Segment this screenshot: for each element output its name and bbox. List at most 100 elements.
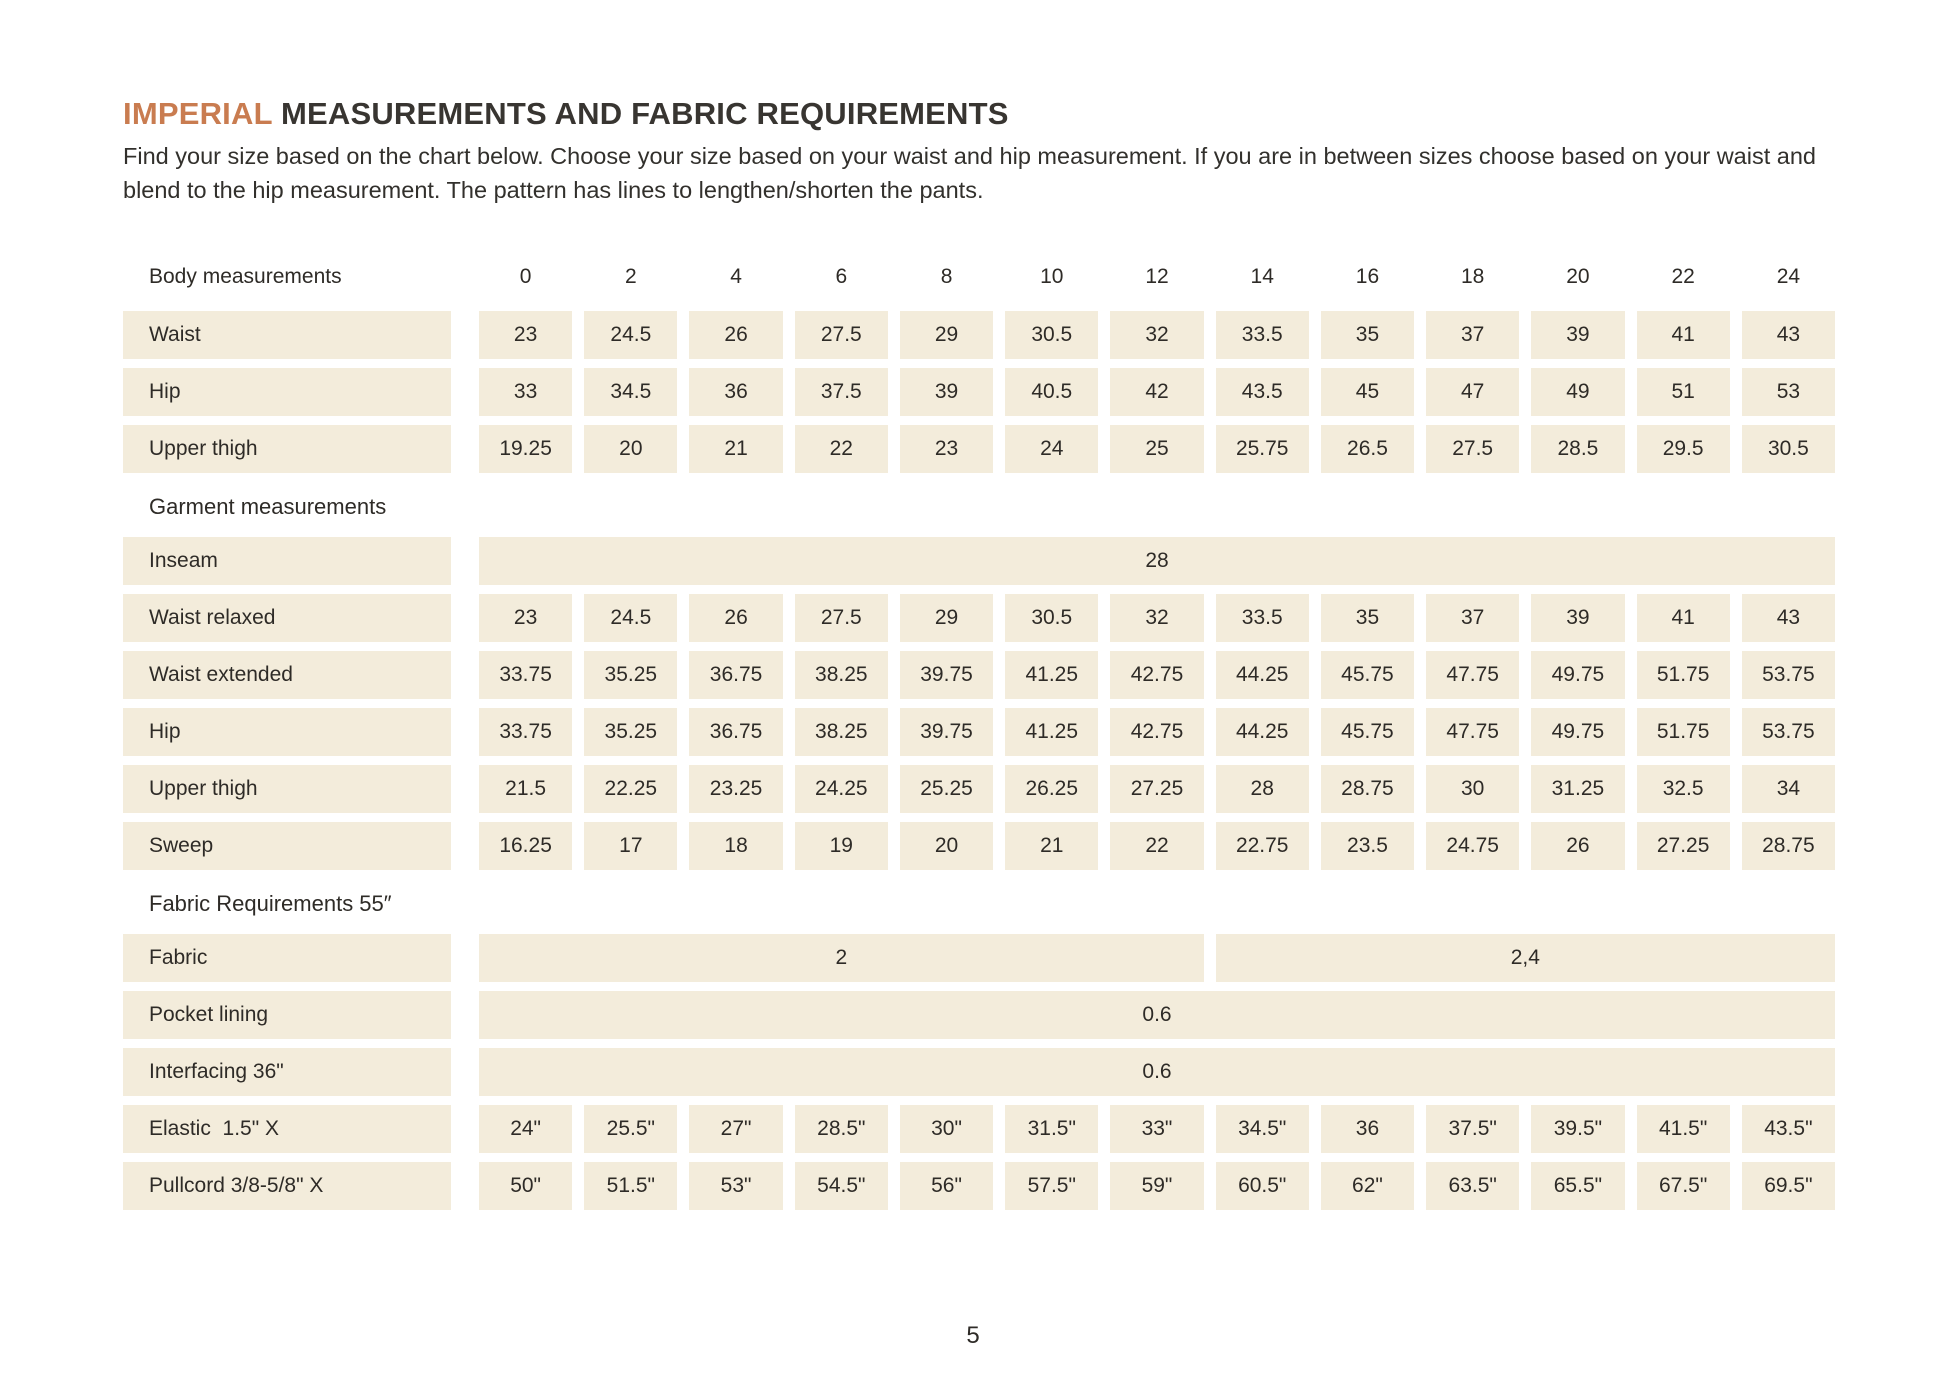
table-cell-merged: 2	[479, 934, 1204, 982]
table-cell: 25	[1110, 425, 1204, 473]
table-cell: 35.25	[584, 651, 678, 699]
table-cell: 42.75	[1110, 651, 1204, 699]
table-cell: 25.25	[899, 765, 994, 813]
table-row: Waist extended 33.75 35.25 36.75 38.25 39.75 4…	[123, 651, 1835, 699]
table-row: Upper thigh 19.25 20 21 22 23 24 25 25.75 26.5 27.…	[123, 425, 1835, 473]
table-cell-merged: 0.6	[479, 1048, 1835, 1096]
table-cell: 54.5"	[794, 1162, 888, 1210]
row-label: Upper thigh	[123, 425, 451, 473]
table-cell: 43.5	[1215, 368, 1309, 416]
table-cell: 29.5	[1636, 425, 1730, 473]
size-column-header: 0	[519, 265, 532, 288]
table-cell: 27.25	[1636, 822, 1730, 870]
size-column-header: 12	[1145, 265, 1169, 288]
table-cell: 23.25	[689, 765, 783, 813]
table-cell: 21	[1005, 822, 1099, 870]
table-cell: 31.25	[1531, 765, 1625, 813]
table-cell: 24.5	[584, 594, 678, 642]
table-cell: 37	[1426, 594, 1520, 642]
table-cell: 30.5	[1741, 425, 1835, 473]
table-cell: 51.75	[1636, 651, 1730, 699]
table-cell: 33.75	[479, 708, 573, 756]
table-cell: 22.75	[1215, 822, 1309, 870]
table-cell: 21	[689, 425, 783, 473]
table-cell: 39	[899, 368, 994, 416]
table-row: Upper thigh 21.5 22.25 23.25 24.25 25.25 26.25…	[123, 765, 1835, 813]
table-cell: 65.5"	[1531, 1162, 1625, 1210]
table-cell: 39	[1531, 311, 1625, 359]
table-cell: 32	[1110, 594, 1204, 642]
table-cell: 34.5	[584, 368, 678, 416]
table-row: Elastic 1.5" X 24" 25.5" 27" 28.5" 30" 31.5" 33…	[123, 1105, 1835, 1153]
size-column-header: 20	[1566, 265, 1590, 288]
table-cell: 51.5"	[584, 1162, 678, 1210]
table-cell: 41	[1636, 311, 1730, 359]
row-label: Hip	[123, 368, 451, 416]
intro-paragraph: Find your size based on the chart below.…	[123, 143, 1816, 203]
size-column-header: 24	[1776, 265, 1801, 288]
table-cell: 45	[1320, 368, 1415, 416]
row-label: Fabric	[123, 934, 451, 982]
table-row: Pocket lining 0.6	[123, 991, 1835, 1039]
table-cell: 28.75	[1320, 765, 1415, 813]
table-cell: 28.75	[1741, 822, 1835, 870]
table-cell: 34	[1741, 765, 1835, 813]
table-cell: 23	[479, 594, 573, 642]
table-cell: 32	[1110, 311, 1204, 359]
table-cell: 18	[689, 822, 783, 870]
size-chart-table: Body measurements 0 2 4 6 8 10 12 14 16 18 20 22 24 Wa…	[123, 255, 1835, 1210]
size-column-header: 6	[835, 265, 848, 288]
table-cell: 30	[1426, 765, 1520, 813]
size-column-header: 4	[730, 265, 742, 288]
table-cell: 41.5"	[1636, 1105, 1730, 1153]
table-row: Waist relaxed 23 24.5 26 27.5 29 30.5 32 33.5 35 3…	[123, 594, 1835, 642]
table-cell: 19	[794, 822, 888, 870]
table-cell: 36	[1320, 1105, 1415, 1153]
row-label: Inseam	[123, 537, 451, 585]
table-cell: 27.5	[794, 594, 888, 642]
table-cell: 38.25	[794, 651, 888, 699]
table-row: Hip 33.75 35.25 36.75 38.25 39.75 41.25 42.75 44…	[123, 708, 1835, 756]
table-cell: 36.75	[689, 651, 783, 699]
table-cell: 49.75	[1531, 651, 1625, 699]
table-cell: 50"	[479, 1162, 573, 1210]
column-header-label: Body measurements	[149, 265, 342, 288]
row-label: Waist extended	[123, 651, 451, 699]
table-cell: 24	[1005, 425, 1099, 473]
size-column-header: 18	[1461, 265, 1485, 288]
table-cell: 53.75	[1741, 708, 1835, 756]
table-cell: 41.25	[1005, 708, 1099, 756]
table-row: Hip 33 34.5 36 37.5 39 40.5 42 43.5 45 47 49 51 53	[123, 368, 1835, 416]
table-cell: 49	[1531, 368, 1625, 416]
table-cell: 34.5"	[1215, 1105, 1309, 1153]
table-cell: 28	[1215, 765, 1309, 813]
table-cell-merged: 28	[479, 537, 1835, 585]
table-cell: 44.25	[1215, 708, 1309, 756]
table-cell: 60.5"	[1215, 1162, 1309, 1210]
table-cell: 17	[584, 822, 678, 870]
table-cell: 43	[1741, 311, 1835, 359]
table-cell: 26.5	[1320, 425, 1415, 473]
table-cell: 42.75	[1110, 708, 1204, 756]
size-column-header: 10	[1040, 265, 1064, 288]
table-cell: 47.75	[1426, 651, 1520, 699]
table-cell: 47	[1426, 368, 1520, 416]
table-row: Sweep 16.25 17 18 19 20 21 22 22.75 23.5 24.75 26 27…	[123, 822, 1835, 870]
table-cell: 33"	[1110, 1105, 1204, 1153]
table-cell: 23	[899, 425, 994, 473]
row-label: Elastic 1.5" X	[123, 1105, 451, 1153]
section-header: Garment measurements	[149, 494, 387, 519]
table-header-row: Body measurements 0 2 4 6 8 10 12 14 16 18 20 22 24	[123, 255, 1835, 299]
page-number: 5	[966, 1322, 980, 1349]
table-cell: 62"	[1320, 1162, 1415, 1210]
table-cell: 39.75	[899, 651, 994, 699]
size-column-header: 14	[1250, 265, 1274, 288]
table-cell: 53"	[689, 1162, 783, 1210]
row-label: Hip	[123, 708, 451, 756]
table-cell: 21.5	[479, 765, 573, 813]
table-cell: 40.5	[1005, 368, 1099, 416]
table-cell: 53.75	[1741, 651, 1835, 699]
table-cell: 25.5"	[584, 1105, 678, 1153]
table-cell: 24.25	[794, 765, 888, 813]
table-row: Waist 23 24.5 26 27.5 29 30.5 32 33.5 35 37 39 41 43	[123, 311, 1835, 359]
